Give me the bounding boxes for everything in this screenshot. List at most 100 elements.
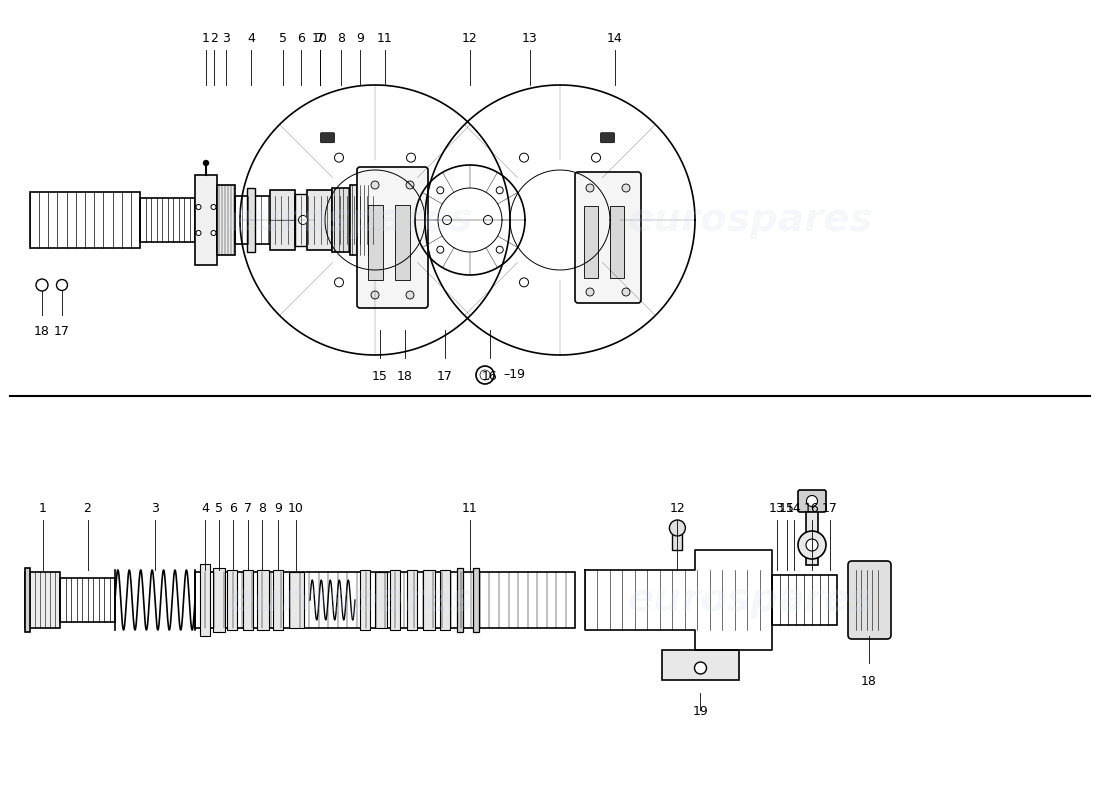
Bar (610, 206, 624, 278)
Bar (217, 185, 235, 255)
Circle shape (694, 662, 706, 674)
Text: 18: 18 (34, 325, 50, 338)
Text: 14: 14 (607, 32, 623, 45)
Bar (195, 175, 217, 265)
Circle shape (592, 278, 601, 287)
Circle shape (519, 278, 528, 287)
Text: 13: 13 (769, 502, 785, 515)
Text: 11: 11 (377, 32, 393, 45)
Bar (473, 568, 478, 632)
Text: 17: 17 (54, 325, 70, 338)
Text: 4: 4 (201, 502, 209, 515)
Text: 9: 9 (356, 32, 364, 45)
Circle shape (627, 215, 637, 225)
Circle shape (36, 279, 48, 291)
FancyBboxPatch shape (358, 167, 428, 308)
Circle shape (407, 153, 416, 162)
Text: 16: 16 (804, 502, 820, 515)
Circle shape (621, 288, 630, 296)
Text: 15: 15 (372, 370, 388, 383)
Bar (213, 568, 226, 632)
Circle shape (334, 278, 343, 287)
Text: 5: 5 (278, 32, 286, 45)
Bar (195, 572, 575, 628)
Text: 3: 3 (151, 502, 158, 515)
Circle shape (806, 539, 818, 551)
Bar (332, 188, 350, 252)
Text: 18: 18 (397, 370, 412, 383)
Bar (25, 572, 60, 628)
Bar (243, 570, 253, 630)
Bar (424, 570, 434, 630)
Circle shape (586, 184, 594, 192)
Circle shape (298, 215, 308, 225)
Bar (360, 570, 370, 630)
Bar (60, 578, 116, 622)
Bar (662, 650, 739, 680)
Text: 13: 13 (522, 32, 538, 45)
Bar (440, 570, 450, 630)
Text: eurospares: eurospares (627, 581, 873, 619)
Circle shape (437, 246, 443, 253)
Circle shape (806, 495, 817, 506)
Circle shape (196, 230, 201, 235)
Text: 7: 7 (316, 32, 323, 45)
Text: 19: 19 (693, 705, 708, 718)
Bar (390, 570, 400, 630)
Circle shape (371, 291, 380, 299)
Bar (257, 570, 270, 630)
Text: 12: 12 (670, 502, 685, 515)
Bar (375, 572, 387, 628)
Text: eurospares: eurospares (227, 581, 473, 619)
Circle shape (496, 187, 503, 194)
Bar (140, 198, 195, 242)
Text: 18: 18 (861, 675, 877, 688)
Text: 12: 12 (462, 32, 477, 45)
Circle shape (211, 205, 216, 210)
Circle shape (406, 291, 414, 299)
FancyBboxPatch shape (575, 172, 641, 303)
Text: 6: 6 (297, 32, 305, 45)
Circle shape (437, 187, 443, 194)
Circle shape (56, 279, 67, 290)
Bar (235, 196, 380, 244)
Text: 6: 6 (229, 502, 236, 515)
Text: 11: 11 (462, 502, 477, 515)
Text: 8: 8 (337, 32, 345, 45)
Bar (772, 575, 837, 625)
Text: 1: 1 (202, 32, 210, 45)
Text: –19: –19 (503, 369, 525, 382)
Circle shape (484, 215, 493, 225)
Circle shape (592, 153, 601, 162)
Circle shape (204, 161, 209, 166)
Bar (248, 188, 255, 252)
FancyBboxPatch shape (320, 133, 334, 142)
Text: 8: 8 (258, 502, 266, 515)
FancyBboxPatch shape (848, 561, 891, 639)
Bar (806, 510, 818, 565)
Text: 10: 10 (312, 32, 328, 45)
FancyBboxPatch shape (798, 490, 826, 512)
Text: 10: 10 (288, 502, 304, 515)
Bar (368, 205, 383, 280)
Text: 16: 16 (482, 370, 498, 383)
Text: 14: 14 (786, 502, 802, 515)
FancyBboxPatch shape (601, 133, 615, 142)
Bar (407, 570, 417, 630)
Circle shape (334, 153, 343, 162)
Bar (295, 194, 307, 246)
Circle shape (407, 278, 416, 287)
Text: 1: 1 (39, 502, 46, 515)
Text: 2: 2 (210, 32, 218, 45)
Circle shape (670, 520, 685, 536)
Circle shape (519, 153, 528, 162)
Bar (289, 572, 304, 628)
Text: 7: 7 (244, 502, 252, 515)
Circle shape (586, 288, 594, 296)
Bar (584, 206, 598, 278)
Circle shape (211, 230, 216, 235)
Text: 4: 4 (248, 32, 255, 45)
Text: 17: 17 (437, 370, 453, 383)
Circle shape (798, 531, 826, 559)
Text: 5: 5 (214, 502, 223, 515)
